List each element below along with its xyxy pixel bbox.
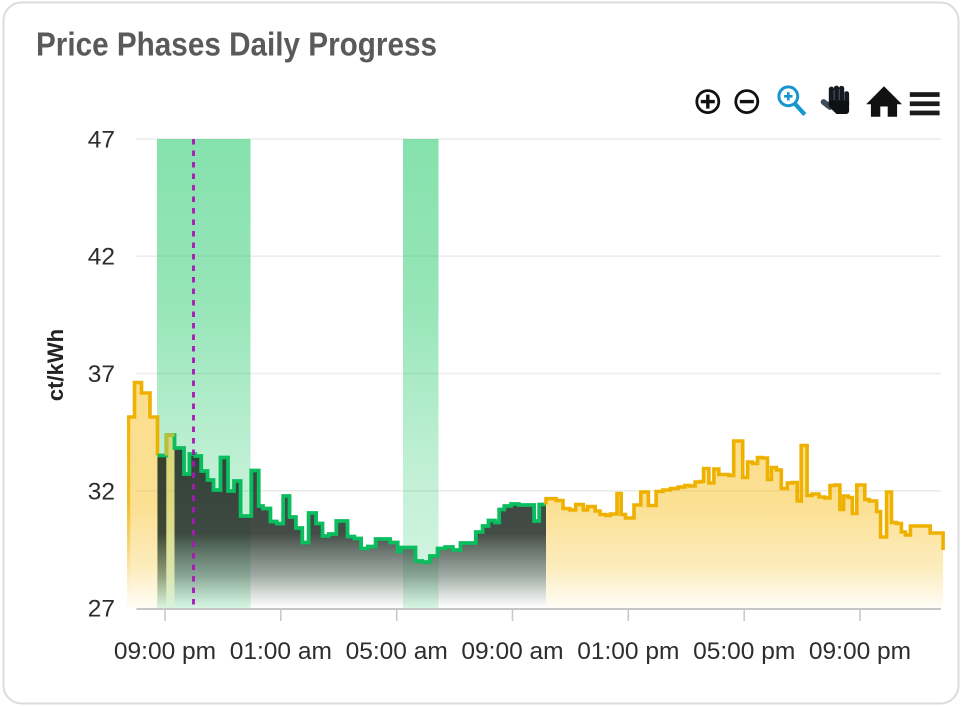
svg-text:47: 47 (88, 127, 115, 154)
svg-text:ct/kWh: ct/kWh (43, 329, 68, 401)
svg-text:42: 42 (88, 244, 115, 271)
svg-text:05:00 pm: 05:00 pm (693, 638, 795, 665)
svg-text:05:00 am: 05:00 am (346, 638, 448, 665)
svg-text:32: 32 (88, 478, 115, 505)
svg-text:01:00 pm: 01:00 pm (577, 638, 679, 665)
svg-text:01:00 am: 01:00 am (230, 638, 332, 665)
svg-text:09:00 am: 09:00 am (461, 638, 563, 665)
svg-text:37: 37 (88, 361, 115, 388)
svg-text:Price Phases Daily Progress: Price Phases Daily Progress (36, 26, 437, 63)
svg-text:09:00 pm: 09:00 pm (114, 638, 216, 665)
svg-text:09:00 pm: 09:00 pm (809, 638, 911, 665)
svg-text:27: 27 (88, 596, 115, 623)
